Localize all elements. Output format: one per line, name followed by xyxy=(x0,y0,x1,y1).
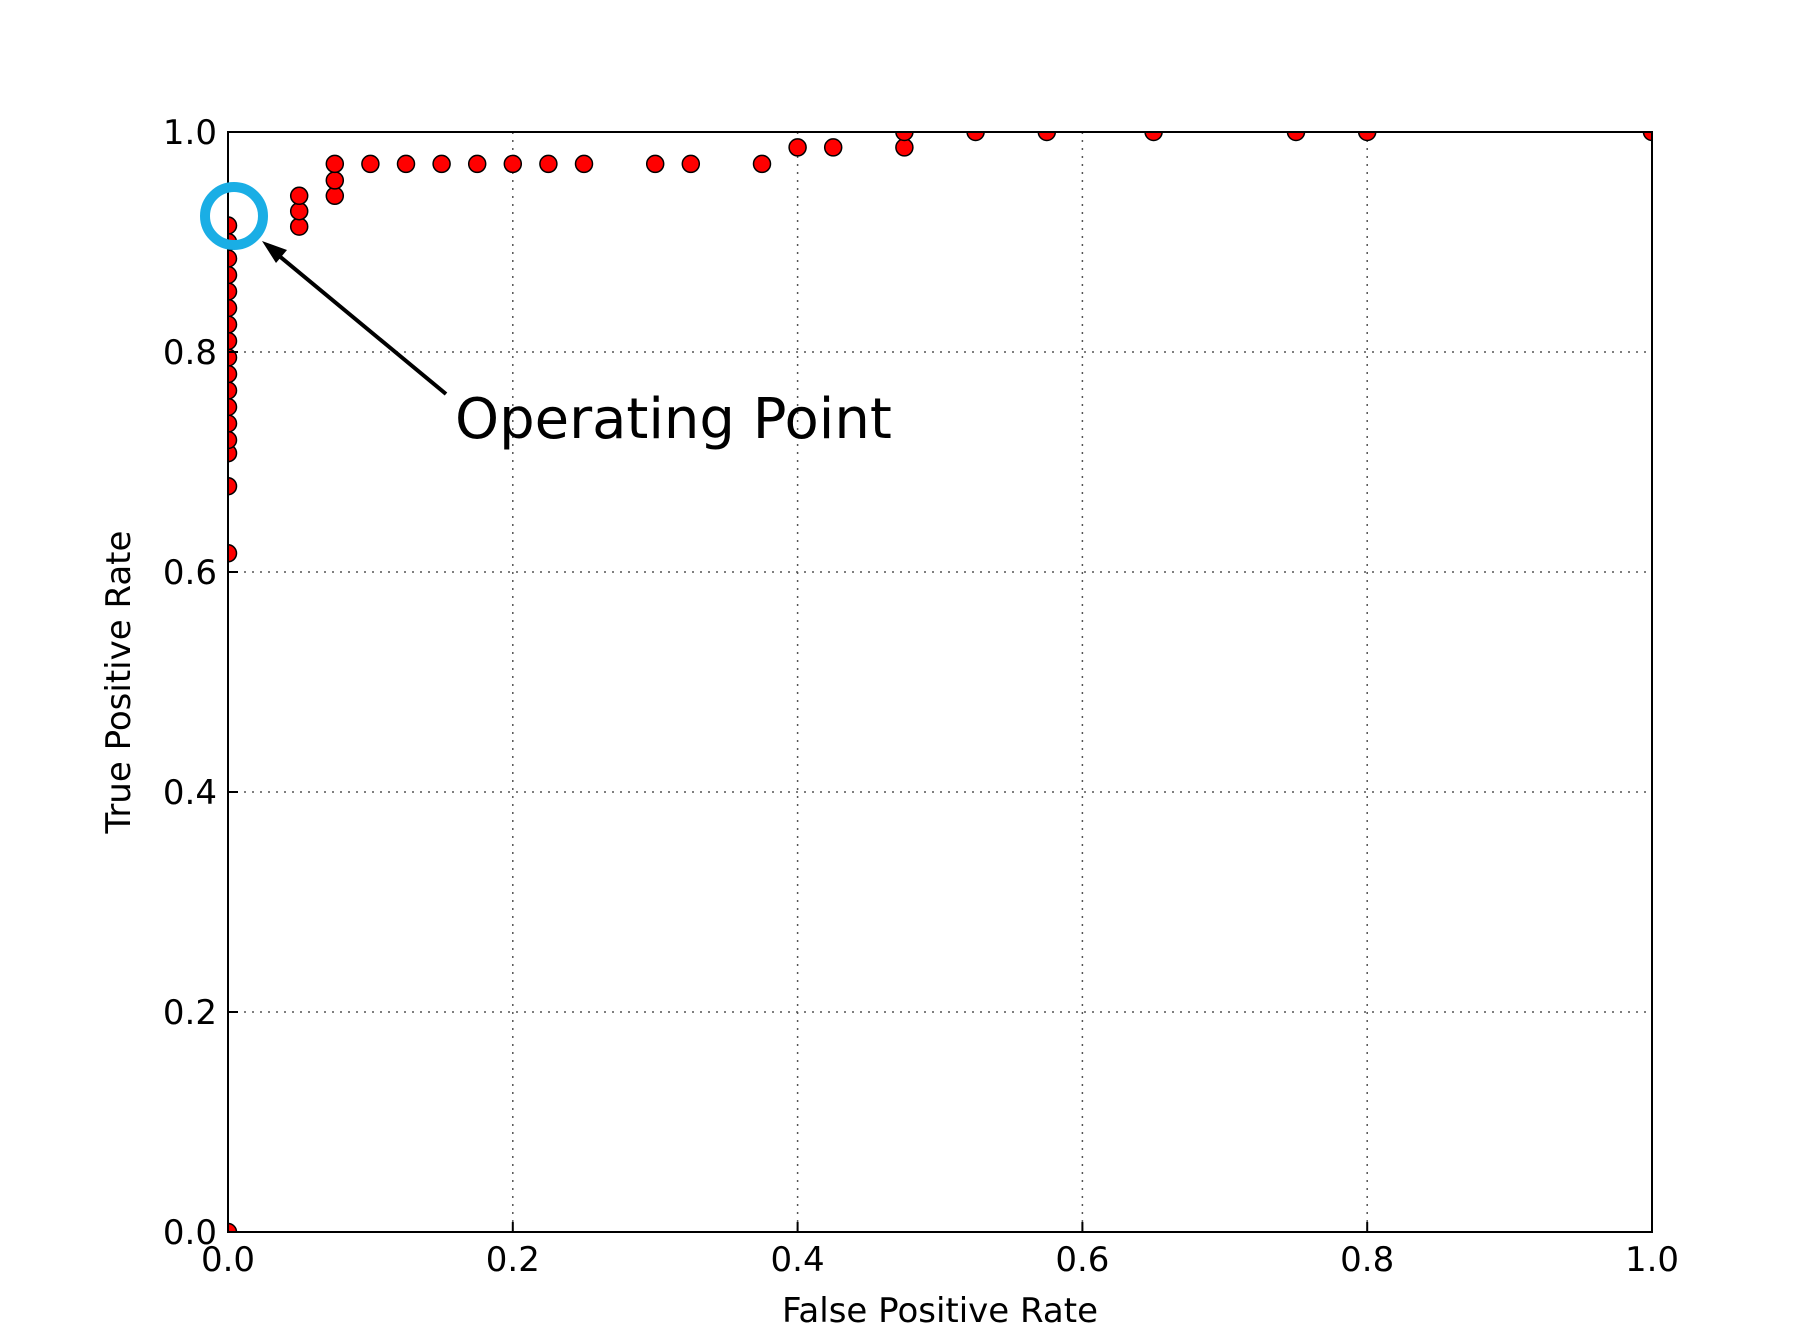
data-point xyxy=(325,154,345,174)
data-point xyxy=(1144,132,1163,142)
x-tick-label: 0.6 xyxy=(1055,1240,1109,1280)
data-point xyxy=(895,138,914,157)
data-point xyxy=(289,201,309,221)
data-point xyxy=(1037,132,1057,142)
data-point xyxy=(325,186,345,206)
data-point xyxy=(966,132,985,142)
x-axis-label: False Positive Rate xyxy=(782,1291,1098,1331)
data-point xyxy=(228,348,238,367)
data-point xyxy=(228,430,238,450)
data-point xyxy=(228,476,238,496)
y-axis-label: True Positive Rate xyxy=(99,531,139,835)
data-point xyxy=(228,265,238,285)
data-point xyxy=(396,154,416,174)
data-point xyxy=(752,154,772,174)
annotation-arrowhead xyxy=(262,241,287,263)
plot-frame xyxy=(227,131,1653,1233)
data-point xyxy=(823,138,843,157)
data-point xyxy=(228,1222,238,1232)
data-point xyxy=(645,154,665,174)
data-point xyxy=(228,216,238,235)
data-point xyxy=(539,154,558,174)
data-point xyxy=(228,315,238,334)
annotation: Operating Point xyxy=(455,387,892,452)
ticks: 0.0 0.2 0.4 0.6 0.8 1.0 0.0 0.2 0.4 0.6 0.8 1.0 xyxy=(163,113,1679,1280)
data-point xyxy=(432,154,451,174)
data-point xyxy=(228,381,238,400)
data-point xyxy=(228,249,238,268)
x-tick-label: 0.4 xyxy=(771,1240,825,1280)
x-tick-label: 0.8 xyxy=(1340,1240,1394,1280)
data-point xyxy=(1286,132,1306,142)
data-point xyxy=(361,154,380,174)
data-point xyxy=(228,331,238,351)
data-point xyxy=(289,217,309,236)
points xyxy=(228,132,1652,1232)
data-point xyxy=(895,132,914,142)
data-point xyxy=(228,298,238,318)
data-point xyxy=(1642,132,1652,142)
y-tick-label: 0.2 xyxy=(163,993,217,1033)
x-tick-label: 0.0 xyxy=(201,1240,255,1280)
data-point xyxy=(228,364,238,384)
data-point xyxy=(228,397,238,417)
data-point xyxy=(467,154,487,174)
data-point xyxy=(503,154,523,174)
y-tick-label: 1.0 xyxy=(163,113,217,153)
data-point xyxy=(1357,132,1377,142)
data-point xyxy=(289,186,309,206)
data-point xyxy=(681,154,701,174)
annotation-arrow xyxy=(270,248,448,396)
x-tick-label: 0.2 xyxy=(486,1240,540,1280)
operating-point-highlight xyxy=(200,182,268,250)
y-tick-label: 0.0 xyxy=(163,1213,217,1253)
data-point xyxy=(574,154,594,174)
data-point xyxy=(228,414,238,433)
data-point xyxy=(325,171,345,190)
y-tick-label: 0.4 xyxy=(163,773,217,813)
data-point xyxy=(788,138,807,157)
x-tick-label: 1.0 xyxy=(1625,1240,1679,1280)
y-tick-label: 0.6 xyxy=(163,553,217,593)
grid xyxy=(227,131,1653,1233)
y-tick-label: 0.8 xyxy=(163,333,217,373)
data-point xyxy=(228,544,238,563)
data-point xyxy=(228,282,238,301)
